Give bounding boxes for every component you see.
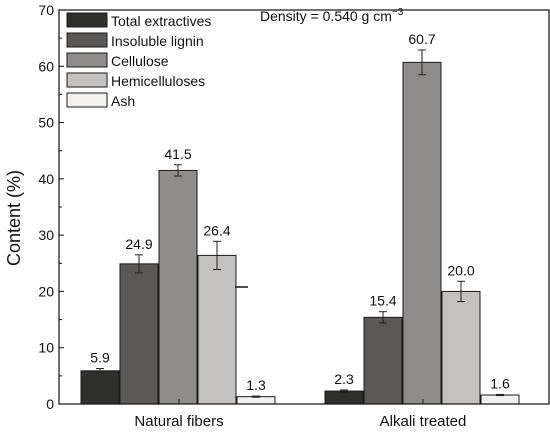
bar — [363, 316, 403, 405]
bar — [324, 390, 364, 405]
density-annotation-text: Density = 0.540 g cm — [260, 8, 392, 24]
density-annotation-superscript: −3 — [392, 7, 404, 18]
y-tick-label: 10 — [38, 340, 54, 356]
bar — [197, 254, 237, 405]
bar — [119, 263, 159, 405]
legend-label: Ash — [111, 93, 135, 109]
labels-layer: 5.9 24.9 41.5 26.4 1.3 2.3 15.4 60.7 20.0 1.6 — [90, 31, 510, 393]
legend-swatch — [66, 12, 108, 28]
x-tick-label: Natural fibers — [134, 413, 223, 430]
legend-swatch — [66, 52, 108, 68]
data-label: 1.3 — [246, 377, 266, 393]
bar — [441, 290, 481, 405]
legend-swatch — [66, 92, 108, 108]
data-label: 60.7 — [408, 31, 435, 47]
y-tick-label: 60 — [38, 58, 54, 74]
legend-label: Cellulose — [111, 53, 169, 69]
axes-layer: 0 10 20 30 40 50 60 70 Natural fibers Alkali trea… — [38, 2, 550, 430]
density-annotation: Density = 0.540 g cm−3 — [260, 7, 404, 24]
y-tick-label: 30 — [38, 227, 54, 243]
y-tick-label: 50 — [38, 115, 54, 131]
bars-layer — [80, 49, 520, 405]
data-label: 41.5 — [164, 146, 191, 162]
y-tick-label: 0 — [46, 396, 54, 412]
data-label: 20.0 — [447, 262, 474, 278]
y-tick-label: 70 — [38, 2, 54, 18]
y-axis-label: Content (%) — [4, 170, 24, 266]
legend-swatch — [66, 32, 108, 48]
data-label: 26.4 — [203, 222, 230, 238]
data-label: 2.3 — [334, 371, 354, 387]
legend-swatch — [66, 72, 108, 88]
data-label: 15.4 — [369, 293, 396, 309]
bar — [80, 370, 120, 405]
legend-label: Insoluble lignin — [111, 33, 204, 49]
y-tick-label: 40 — [38, 171, 54, 187]
bar — [402, 61, 442, 405]
y-tick-label: 20 — [38, 283, 54, 299]
bar — [480, 394, 520, 405]
legend: Total extractives Insoluble lignin Cellulo… — [66, 12, 211, 109]
bar — [236, 396, 276, 405]
legend-label: Total extractives — [111, 13, 211, 29]
legend-label: Hemicelluloses — [111, 73, 205, 89]
data-label: 24.9 — [125, 236, 152, 252]
bar — [158, 169, 198, 405]
data-label: 5.9 — [90, 350, 110, 366]
x-tick-label: Alkali treated — [380, 413, 467, 430]
data-label: 1.6 — [490, 375, 510, 391]
